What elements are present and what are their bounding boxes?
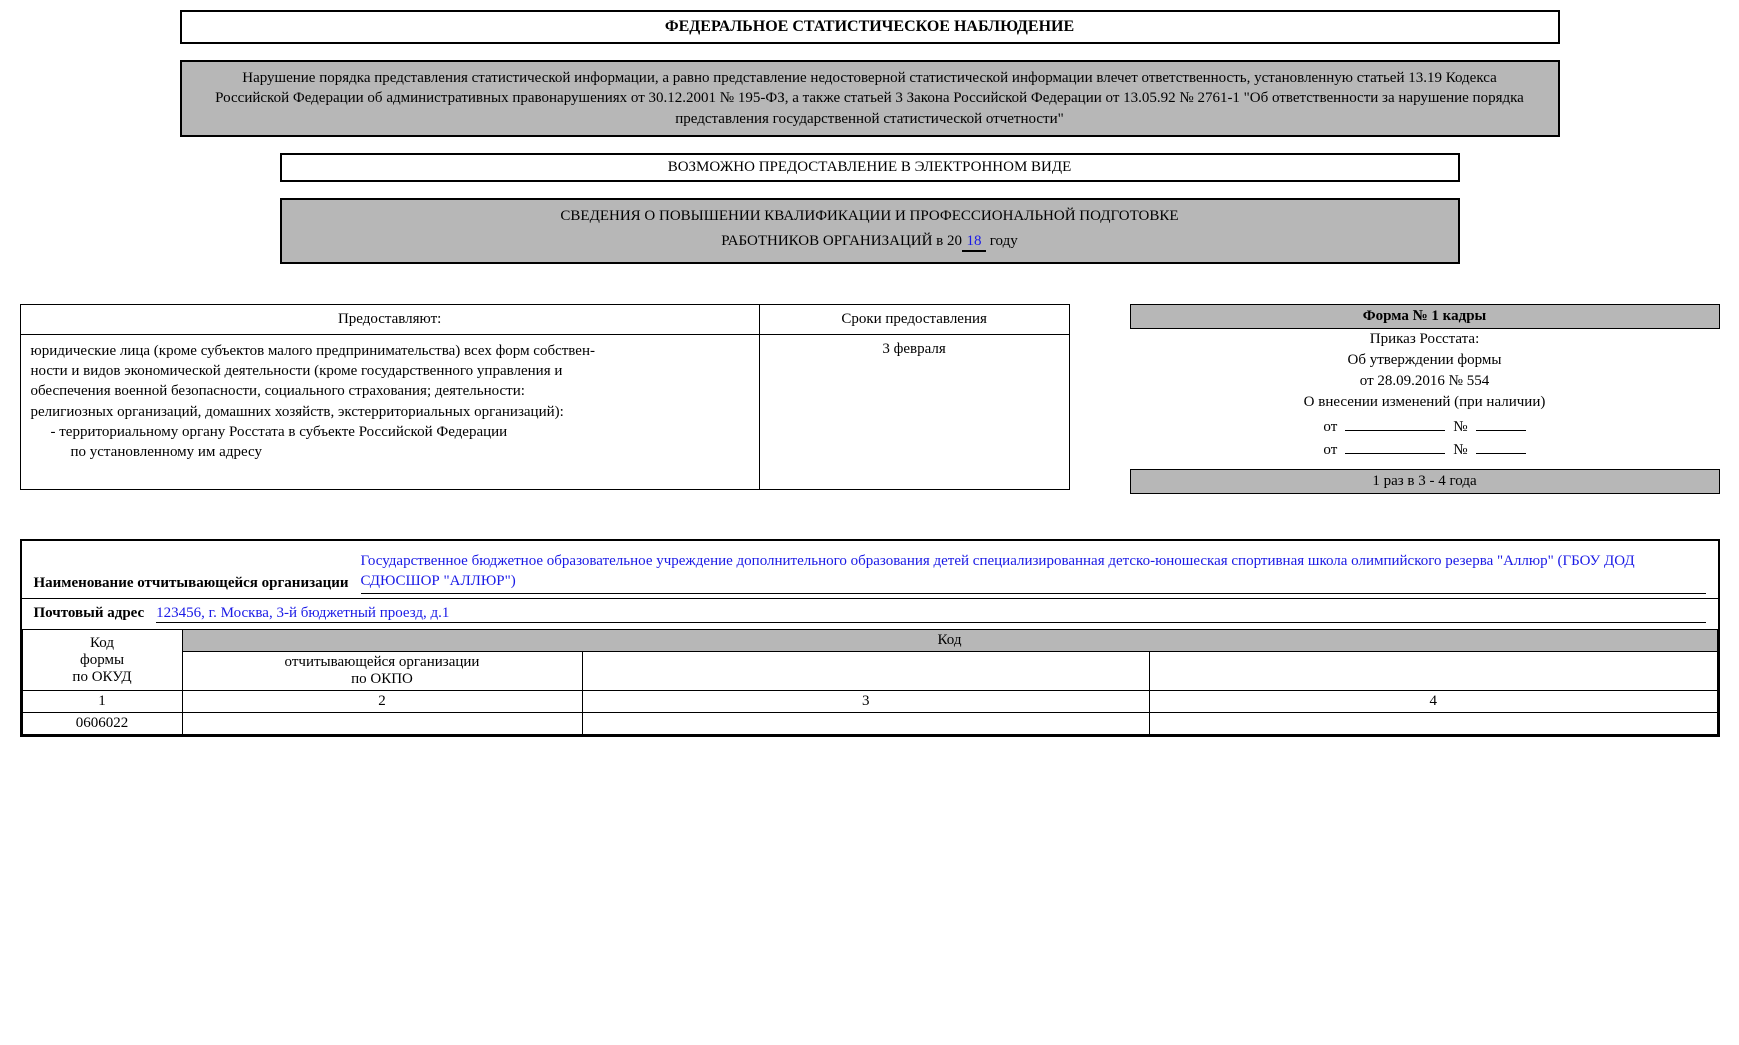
kod-header: Код [182,630,1717,652]
org-name-label: Наименование отчитывающейся организации [34,575,349,594]
okpo-label-l2: по ОКПО [351,671,413,687]
code-col4-header [1150,652,1718,691]
addr-label: Почтовый адрес [34,605,145,622]
addr-value: 123456, г. Москва, 3-й бюджетный проезд,… [156,605,1705,623]
colnum-2: 2 [182,691,582,713]
electronic-text: ВОЗМОЖНО ПРЕДОСТАВЛЕНИЕ В ЭЛЕКТРОННОМ ВИ… [668,159,1072,175]
col4-value [1150,713,1718,735]
provide-table: Предоставляют: Сроки предоставления юрид… [20,304,1070,490]
fill-date [1345,415,1445,431]
label-ot: от [1323,419,1337,436]
form-approve-date: от 28.09.2016 № 554 [1130,371,1720,392]
info-title: СВЕДЕНИЯ О ПОВЫШЕНИИ КВАЛИФИКАЦИИ И ПРОФ… [292,208,1448,225]
electronic-box: ВОЗМОЖНО ПРЕДОСТАВЛЕНИЕ В ЭЛЕКТРОННОМ ВИ… [280,153,1460,182]
org-name-value: Государственное бюджетное образовательно… [361,551,1706,595]
okpo-label-l1: отчитывающейся организации [285,654,480,670]
okud-label-cell: Код формы по ОКУД [22,630,182,691]
header-title-box: ФЕДЕРАЛЬНОЕ СТАТИСТИЧЕСКОЕ НАБЛЮДЕНИЕ [180,10,1560,44]
warning-box: Нарушение порядка представления статисти… [180,60,1560,137]
form-header: Форма № 1 кадры [1130,304,1720,329]
header-title: ФЕДЕРАЛЬНОЕ СТАТИСТИЧЕСКОЕ НАБЛЮДЕНИЕ [665,18,1074,35]
label-ot: от [1323,442,1337,459]
okud-value: 0606022 [22,713,182,735]
code-table: Код формы по ОКУД Код отчитывающейся орг… [22,629,1718,735]
provide-line: юридические лица (кроме субъектов малого… [31,341,749,361]
info-year-fill: 18 [962,233,986,252]
okud-label-l2: формы [80,652,124,668]
provide-line: обеспечения военной безопасности, социал… [31,381,749,401]
provide-line: ности и видов экономической деятельности… [31,361,749,381]
form-prikaz: Приказ Росстата: [1130,329,1720,350]
label-num: № [1453,419,1467,436]
colnum-1: 1 [22,691,182,713]
col3-value [582,713,1150,735]
org-name-row: Наименование отчитывающейся организации … [22,541,1718,599]
info-box: СВЕДЕНИЯ О ПОВЫШЕНИИ КВАЛИФИКАЦИИ И ПРОФ… [280,198,1460,264]
label-num: № [1453,442,1467,459]
okud-label-l3: по ОКУД [72,669,131,685]
provide-line: по установленному им адресу [31,442,749,462]
changes-date-row-2: от № [1130,438,1720,459]
form-changes: О внесении изменений (при наличии) [1130,392,1720,413]
provide-line: религиозных организаций, домашних хозяйс… [31,402,749,422]
okud-label-l1: Код [90,635,114,651]
form-approve: Об утверждении формы [1130,350,1720,371]
form-frequency: 1 раз в 3 - 4 года [1130,469,1720,494]
info-subtitle-suffix: году [986,233,1018,249]
colnum-4: 4 [1150,691,1718,713]
provide-line: - территориальному органу Росстата в суб… [31,422,749,442]
okpo-value [182,713,582,735]
okpo-label-cell: отчитывающейся организации по ОКПО [182,652,582,691]
addr-row: Почтовый адрес 123456, г. Москва, 3-й бю… [22,598,1718,629]
info-subtitle-prefix: РАБОТНИКОВ ОРГАНИЗАЦИЙ в 20 [721,233,962,249]
changes-date-row-1: от № [1130,415,1720,436]
warning-text: Нарушение порядка представления статисти… [215,70,1524,127]
org-block: Наименование отчитывающейся организации … [20,539,1720,738]
deadline-value: 3 февраля [759,334,1069,489]
provide-body: юридические лица (кроме субъектов малого… [20,334,759,489]
fill-num [1476,438,1526,454]
deadline-header: Сроки предоставления [759,304,1069,334]
info-subtitle: РАБОТНИКОВ ОРГАНИЗАЦИЙ в 2018 году [292,233,1448,252]
provide-header: Предоставляют: [20,304,759,334]
colnum-3: 3 [582,691,1150,713]
fill-num [1476,415,1526,431]
code-col3-header [582,652,1150,691]
form-meta: Форма № 1 кадры Приказ Росстата: Об утве… [1130,304,1720,494]
fill-date [1345,438,1445,454]
